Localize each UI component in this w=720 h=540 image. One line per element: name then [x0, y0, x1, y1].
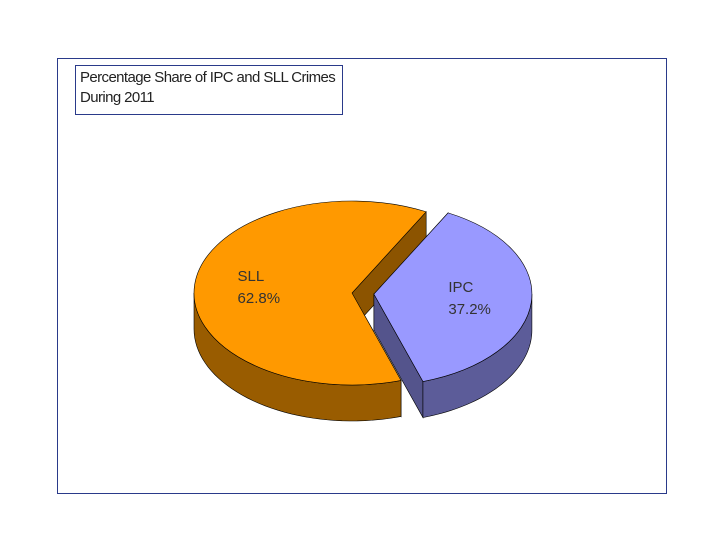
slice-category-label: IPC — [448, 279, 473, 296]
chart-title: Percentage Share of IPC and SLL Crimes D… — [75, 65, 343, 115]
pie-slice — [373, 212, 533, 382]
slice-value-label: 62.8% — [238, 290, 281, 307]
slice-category-label: SLL — [238, 268, 265, 285]
pie-slice — [193, 200, 427, 386]
slice-value-label: 37.2% — [448, 301, 491, 318]
chart-frame — [57, 58, 667, 494]
